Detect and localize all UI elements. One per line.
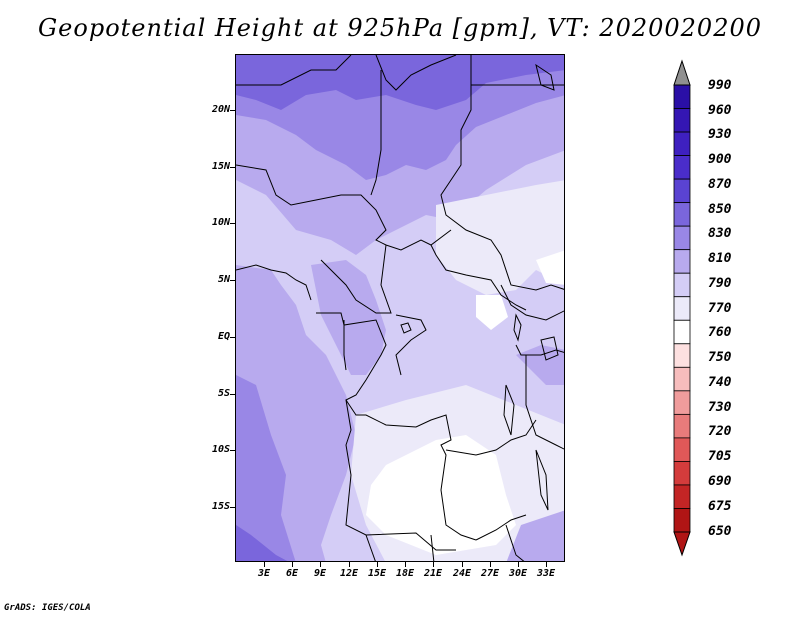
lon-label: 6E xyxy=(285,568,299,579)
lon-label: 24E xyxy=(452,568,472,579)
lon-label: 30E xyxy=(508,568,528,579)
colorbar-label: 770 xyxy=(708,301,732,316)
lat-label: 15S xyxy=(211,501,230,512)
colorbar-label: 930 xyxy=(708,127,732,142)
lat-tick xyxy=(230,450,235,451)
colorbar-swatch xyxy=(673,319,691,345)
lon-tick xyxy=(546,562,547,567)
colorbar-swatch xyxy=(673,437,691,462)
lon-label: 15E xyxy=(367,568,387,579)
colorbar-swatch xyxy=(673,413,691,439)
colorbar-label: 870 xyxy=(708,177,732,192)
field-760-e xyxy=(536,250,564,285)
colorbar-label: 650 xyxy=(708,524,732,539)
lat-tick xyxy=(230,337,235,338)
colorbar-top-arrow xyxy=(673,59,691,86)
political-borders xyxy=(236,55,564,561)
lon-tick xyxy=(349,562,350,567)
colorbar-label: 900 xyxy=(708,152,732,167)
colorbar-label: 790 xyxy=(708,276,732,291)
map-panel xyxy=(235,54,565,562)
colorbar-swatch xyxy=(673,131,691,156)
field-760-basin xyxy=(476,295,508,330)
chart-title: Geopotential Height at 925hPa [gpm], VT:… xyxy=(38,14,762,42)
colorbar-label: 690 xyxy=(708,474,732,489)
colorbar-swatch xyxy=(673,343,691,368)
lon-label: 9E xyxy=(313,568,327,579)
colorbar-label: 830 xyxy=(708,226,732,241)
lat-tick xyxy=(230,223,235,224)
colorbar-label: 705 xyxy=(708,449,732,464)
colorbar-label: 990 xyxy=(708,78,732,93)
lon-label: 27E xyxy=(480,568,500,579)
colorbar-label: 740 xyxy=(708,375,732,390)
colorbar-swatch xyxy=(673,155,691,180)
lon-tick xyxy=(462,562,463,567)
colorbar-label: 730 xyxy=(708,400,732,415)
colorbar-swatch xyxy=(673,108,691,133)
lat-label: 10S xyxy=(211,444,230,455)
lon-label: 3E xyxy=(257,568,271,579)
colorbar-swatches xyxy=(673,84,691,533)
colorbar-swatch xyxy=(673,178,691,204)
lon-tick xyxy=(518,562,519,567)
lake-outlines xyxy=(400,63,559,511)
field-850 xyxy=(236,55,564,110)
colorbar-swatch xyxy=(673,366,691,392)
colorbar xyxy=(673,59,691,557)
field-810-se xyxy=(506,510,564,561)
lat-label: 15N xyxy=(211,161,230,172)
colorbar-label: 675 xyxy=(708,499,732,514)
colorbar-swatch xyxy=(673,249,691,274)
lat-label: EQ xyxy=(217,331,230,342)
footer-credit: GrADS: IGES/COLA xyxy=(4,603,91,613)
lon-label: 18E xyxy=(395,568,415,579)
colorbar-swatch xyxy=(673,484,691,509)
lon-label: 21E xyxy=(423,568,443,579)
colorbar-label: 810 xyxy=(708,251,732,266)
lat-label: 5N xyxy=(217,274,230,285)
colorbar-swatch xyxy=(673,84,691,109)
lat-tick xyxy=(230,167,235,168)
lon-label: 33E xyxy=(536,568,556,579)
colorbar-swatch xyxy=(673,296,691,321)
colorbar-swatch xyxy=(673,390,691,415)
lon-tick xyxy=(292,562,293,567)
colorbar-label: 850 xyxy=(708,202,732,217)
colorbar-label: 720 xyxy=(708,424,732,439)
field-770-ne xyxy=(436,180,564,295)
field-850-sw xyxy=(236,525,288,561)
lon-tick xyxy=(377,562,378,567)
field-810-guinea xyxy=(311,260,386,375)
colorbar-swatch xyxy=(673,225,691,251)
lon-tick xyxy=(320,562,321,567)
lon-label: 12E xyxy=(339,568,359,579)
lat-label: 5S xyxy=(217,388,230,399)
map-field xyxy=(236,55,564,561)
lat-label: 10N xyxy=(211,217,230,228)
lon-tick xyxy=(264,562,265,567)
lat-tick xyxy=(230,394,235,395)
colorbar-swatch xyxy=(673,272,691,298)
lat-tick xyxy=(230,110,235,111)
field-830-west xyxy=(236,375,296,561)
lon-tick xyxy=(433,562,434,567)
colorbar-label: 960 xyxy=(708,103,732,118)
lat-label: 20N xyxy=(211,104,230,115)
colorbar-swatch xyxy=(673,202,691,227)
lat-tick xyxy=(230,280,235,281)
lon-tick xyxy=(405,562,406,567)
lat-tick xyxy=(230,507,235,508)
colorbar-label: 750 xyxy=(708,350,732,365)
field-760-s xyxy=(366,435,516,555)
lon-tick xyxy=(490,562,491,567)
colorbar-swatch xyxy=(673,508,691,533)
colorbar-swatch xyxy=(673,461,691,486)
colorbar-label: 760 xyxy=(708,325,732,340)
colorbar-bottom-arrow xyxy=(673,531,691,557)
